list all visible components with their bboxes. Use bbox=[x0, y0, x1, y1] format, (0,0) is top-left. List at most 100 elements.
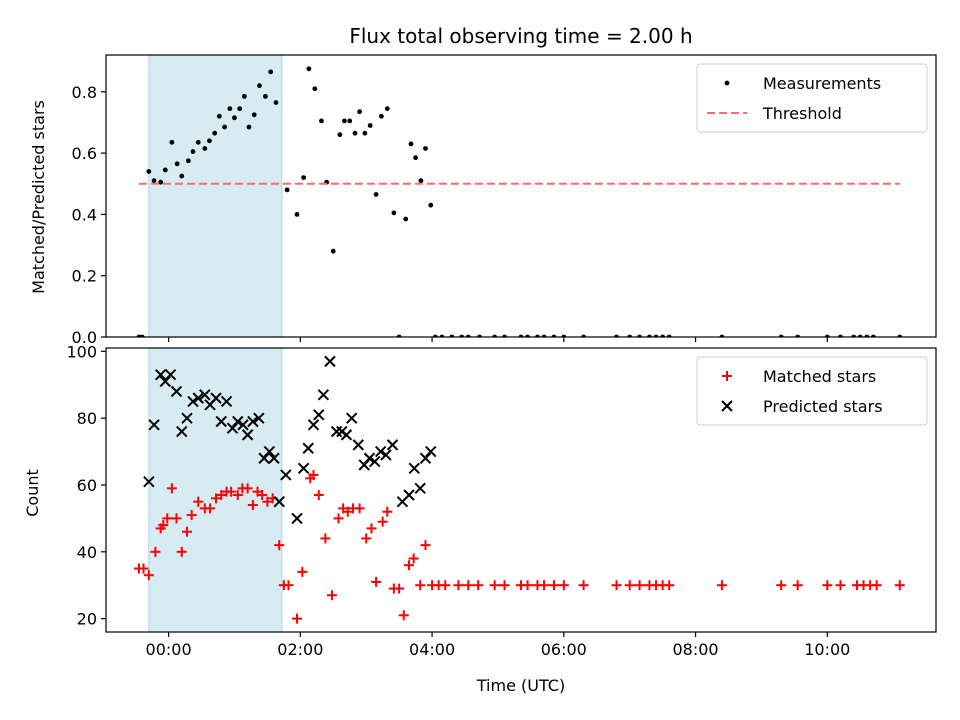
data-point bbox=[611, 580, 622, 591]
y-tick-label: 100 bbox=[66, 342, 97, 361]
data-point bbox=[822, 580, 833, 591]
data-point bbox=[398, 610, 409, 621]
marker-stroke bbox=[268, 452, 280, 464]
data-point bbox=[205, 503, 216, 514]
data-point bbox=[257, 490, 268, 501]
y-tick-label: 60 bbox=[77, 476, 97, 495]
marker-stroke bbox=[232, 415, 244, 428]
data-point bbox=[263, 93, 268, 99]
data-point bbox=[294, 211, 300, 217]
marker-stroke bbox=[215, 415, 227, 428]
x-tick-label: 00:00 bbox=[146, 640, 192, 659]
data-point bbox=[306, 66, 312, 72]
legend: Matched stars Predicted stars bbox=[696, 356, 928, 426]
data-point bbox=[489, 580, 500, 591]
data-point bbox=[871, 580, 882, 591]
marker-stroke bbox=[241, 429, 254, 441]
data-point bbox=[776, 580, 787, 591]
x-axis-ticks bbox=[167, 337, 828, 342]
data-point bbox=[181, 412, 193, 424]
data-point bbox=[345, 412, 358, 424]
data-point bbox=[199, 389, 211, 401]
data-point bbox=[179, 173, 185, 179]
data-point bbox=[158, 179, 164, 185]
data-point bbox=[247, 500, 258, 511]
data-point bbox=[268, 452, 280, 464]
data-point bbox=[274, 540, 285, 551]
y-tick-label: 0.8 bbox=[72, 83, 97, 102]
observing-span bbox=[148, 54, 283, 338]
data-point bbox=[150, 546, 161, 557]
legend-label: Measurements bbox=[763, 74, 881, 93]
marker-stroke bbox=[280, 469, 292, 481]
marker-stroke bbox=[170, 385, 183, 398]
marker-stroke bbox=[176, 425, 188, 438]
y-tick-label: 0.4 bbox=[72, 205, 97, 224]
legend-label: Threshold bbox=[762, 104, 842, 123]
data-point bbox=[297, 566, 308, 577]
data-point bbox=[186, 510, 197, 521]
data-point bbox=[257, 83, 262, 89]
data-point bbox=[369, 455, 381, 468]
data-point bbox=[166, 483, 177, 494]
y-axis-ticks: 20 40 60 80 100 bbox=[66, 342, 106, 629]
data-point bbox=[138, 563, 149, 574]
data-point bbox=[716, 580, 727, 591]
data-point bbox=[247, 415, 259, 428]
legend: Measurements Threshold bbox=[696, 63, 928, 133]
data-point bbox=[241, 429, 254, 441]
data-point bbox=[415, 580, 426, 591]
legend-swatch bbox=[721, 400, 733, 412]
marker-stroke bbox=[408, 462, 420, 474]
data-point bbox=[171, 513, 182, 524]
data-point bbox=[423, 146, 428, 151]
data-point bbox=[347, 118, 353, 124]
data-point bbox=[232, 415, 244, 428]
y-tick-label: 0.6 bbox=[72, 144, 97, 163]
plot-frame bbox=[105, 54, 937, 338]
y-tick-label: 0.0 bbox=[72, 328, 97, 347]
data-point bbox=[342, 506, 353, 517]
bottom-panel: 00:00 02:00 04:00 06:00 08:00 10:00 20 40 60 80 10… bbox=[66, 342, 937, 659]
data-point bbox=[226, 486, 237, 497]
data-point bbox=[283, 580, 294, 591]
marker-stroke bbox=[273, 495, 285, 508]
data-point bbox=[154, 369, 167, 381]
data-point bbox=[394, 583, 405, 594]
x-axis-label: Time (UTC) bbox=[476, 676, 565, 695]
data-point bbox=[313, 409, 325, 421]
marker-stroke bbox=[721, 400, 733, 412]
data-point bbox=[453, 580, 464, 591]
marker-stroke bbox=[263, 445, 276, 458]
x-tick-label: 10:00 bbox=[804, 640, 850, 659]
data-point bbox=[377, 516, 388, 527]
marker-stroke bbox=[297, 462, 310, 474]
data-point bbox=[210, 392, 222, 404]
data-point bbox=[330, 248, 336, 254]
data-point bbox=[280, 469, 292, 481]
data-point bbox=[195, 139, 201, 145]
x-tick-label: 08:00 bbox=[673, 640, 719, 659]
x-tick-label: 02:00 bbox=[277, 640, 323, 659]
data-point bbox=[404, 560, 415, 571]
legend-box bbox=[696, 356, 928, 426]
data-point bbox=[246, 124, 252, 130]
data-point bbox=[894, 580, 905, 591]
data-point bbox=[307, 419, 320, 431]
data-point bbox=[366, 523, 377, 534]
data-point bbox=[237, 106, 243, 112]
data-point bbox=[473, 580, 484, 591]
data-point bbox=[170, 385, 183, 398]
data-point bbox=[539, 580, 550, 591]
data-point bbox=[193, 496, 204, 507]
marker-stroke bbox=[313, 409, 325, 421]
data-point bbox=[362, 130, 368, 136]
marker-stroke bbox=[386, 439, 399, 451]
data-point bbox=[373, 192, 379, 197]
data-point bbox=[232, 490, 243, 501]
data-point bbox=[227, 106, 233, 112]
legend-label: Matched stars bbox=[763, 367, 876, 386]
data-point bbox=[324, 355, 336, 368]
y-tick-label: 40 bbox=[77, 543, 97, 562]
